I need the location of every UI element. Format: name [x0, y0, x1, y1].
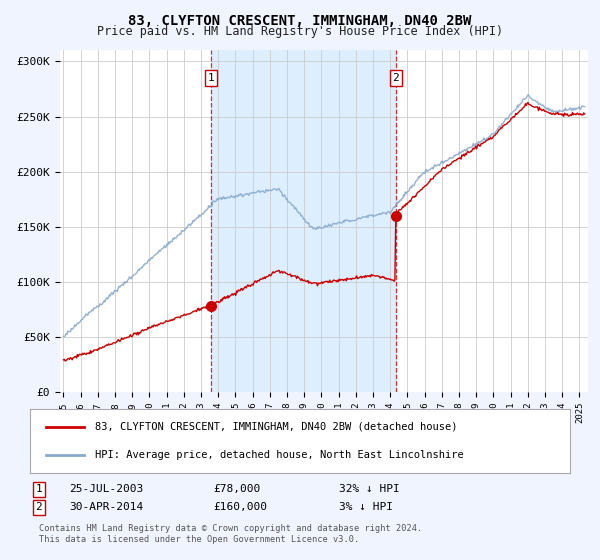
Text: This data is licensed under the Open Government Licence v3.0.: This data is licensed under the Open Gov… — [39, 535, 359, 544]
Text: 25-JUL-2003: 25-JUL-2003 — [69, 484, 143, 494]
Text: 3% ↓ HPI: 3% ↓ HPI — [339, 502, 393, 512]
Text: Contains HM Land Registry data © Crown copyright and database right 2024.: Contains HM Land Registry data © Crown c… — [39, 524, 422, 533]
Text: 32% ↓ HPI: 32% ↓ HPI — [339, 484, 400, 494]
Text: 83, CLYFTON CRESCENT, IMMINGHAM, DN40 2BW: 83, CLYFTON CRESCENT, IMMINGHAM, DN40 2B… — [128, 14, 472, 28]
Text: 30-APR-2014: 30-APR-2014 — [69, 502, 143, 512]
Text: £78,000: £78,000 — [213, 484, 260, 494]
Bar — [211, 50, 396, 392]
Text: Price paid vs. HM Land Registry's House Price Index (HPI): Price paid vs. HM Land Registry's House … — [97, 25, 503, 38]
Text: HPI: Average price, detached house, North East Lincolnshire: HPI: Average price, detached house, Nort… — [95, 450, 464, 460]
Text: 2: 2 — [392, 73, 399, 83]
Text: 1: 1 — [35, 484, 43, 494]
Text: 83, CLYFTON CRESCENT, IMMINGHAM, DN40 2BW (detached house): 83, CLYFTON CRESCENT, IMMINGHAM, DN40 2B… — [95, 422, 457, 432]
Text: 1: 1 — [207, 73, 214, 83]
Text: £160,000: £160,000 — [213, 502, 267, 512]
Text: 2: 2 — [35, 502, 43, 512]
